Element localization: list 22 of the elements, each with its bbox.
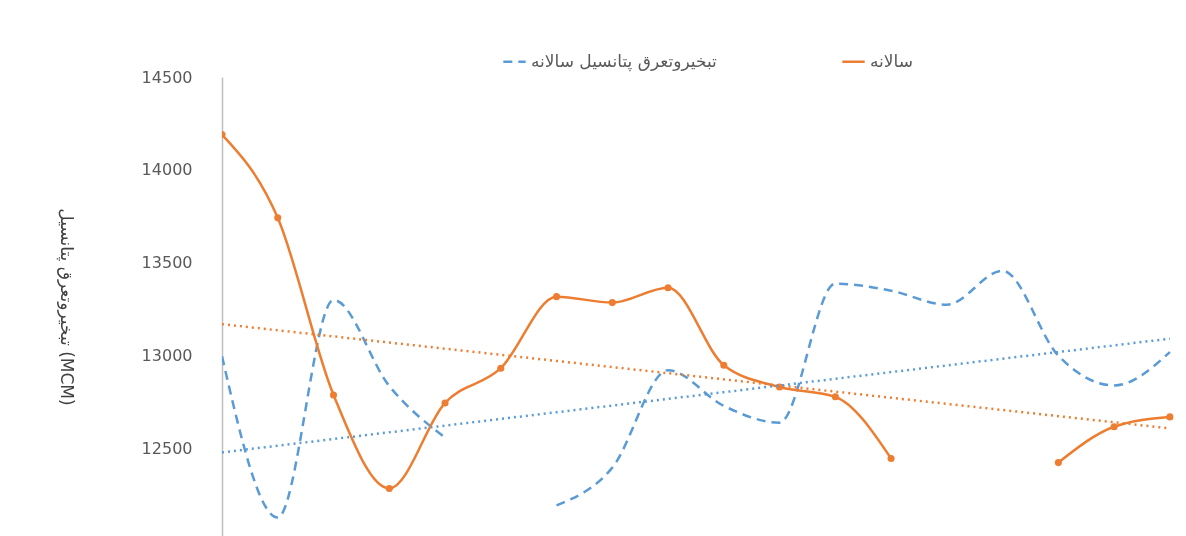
legend-label: سالانه [870, 50, 913, 71]
point [831, 393, 839, 401]
point [720, 361, 728, 369]
point [497, 364, 505, 372]
point [1166, 413, 1174, 421]
point [887, 454, 895, 463]
point [1110, 423, 1118, 431]
y-tick-label: 13500 [141, 253, 193, 273]
y-tick-label: 12500 [141, 439, 193, 459]
point [1054, 459, 1062, 467]
y-axis-title: تبخیروتعرق پتانسیل (MCM) [55, 208, 77, 406]
point [274, 214, 282, 222]
legend-label: تبخیروتعرق پتانسیل سالانه [531, 50, 718, 72]
point [553, 293, 561, 301]
y-tick-label: 14000 [141, 160, 193, 180]
point [385, 484, 393, 492]
point [329, 391, 338, 399]
point [441, 399, 449, 407]
y-tick-label: 13000 [141, 346, 193, 366]
y-tick-label: 14500 [141, 67, 193, 87]
point [664, 284, 672, 292]
point [608, 299, 616, 307]
